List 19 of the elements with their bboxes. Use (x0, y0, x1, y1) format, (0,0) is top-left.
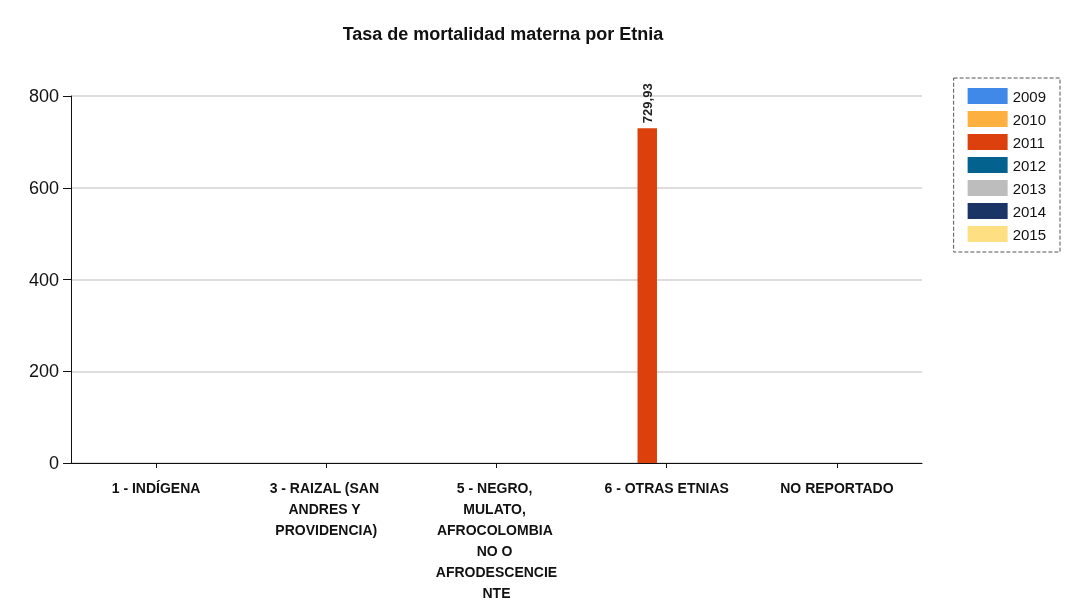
legend-label: 2011 (1012, 133, 1045, 151)
data-label: 729,93 (639, 83, 655, 124)
y-tick-label: 200 (28, 361, 59, 382)
legend-label: 2013 (1012, 179, 1047, 197)
x-tick-label: 6 - OTRAS ETNIAS (604, 479, 729, 496)
legend-label: 2012 (1012, 156, 1047, 174)
legend-label: 2015 (1012, 225, 1047, 243)
chart-title: Tasa de mortalidad materna por Etnia (342, 24, 665, 44)
y-tick-label: 0 (48, 453, 59, 473)
x-tick-label: 1 - INDÍGENA (111, 479, 201, 496)
x-tick-label: 5 - NEGRO, MULATO, AFROCOLOMBIA NO O AFRODESCENCIENTE (435, 479, 558, 601)
legend-label: 2014 (1012, 202, 1047, 220)
y-tick-label: 800 (28, 86, 59, 106)
y-tick-label: 400 (28, 269, 59, 290)
legend-label: 2009 (1012, 87, 1047, 105)
y-tick-label: 600 (28, 177, 59, 198)
x-tick-label: NO REPORTADO (780, 479, 894, 496)
x-tick-label: 3 - RAIZAL (SAN ANDRES Y PROVIDENCIA) (269, 479, 383, 538)
legend-label: 2010 (1012, 110, 1047, 128)
